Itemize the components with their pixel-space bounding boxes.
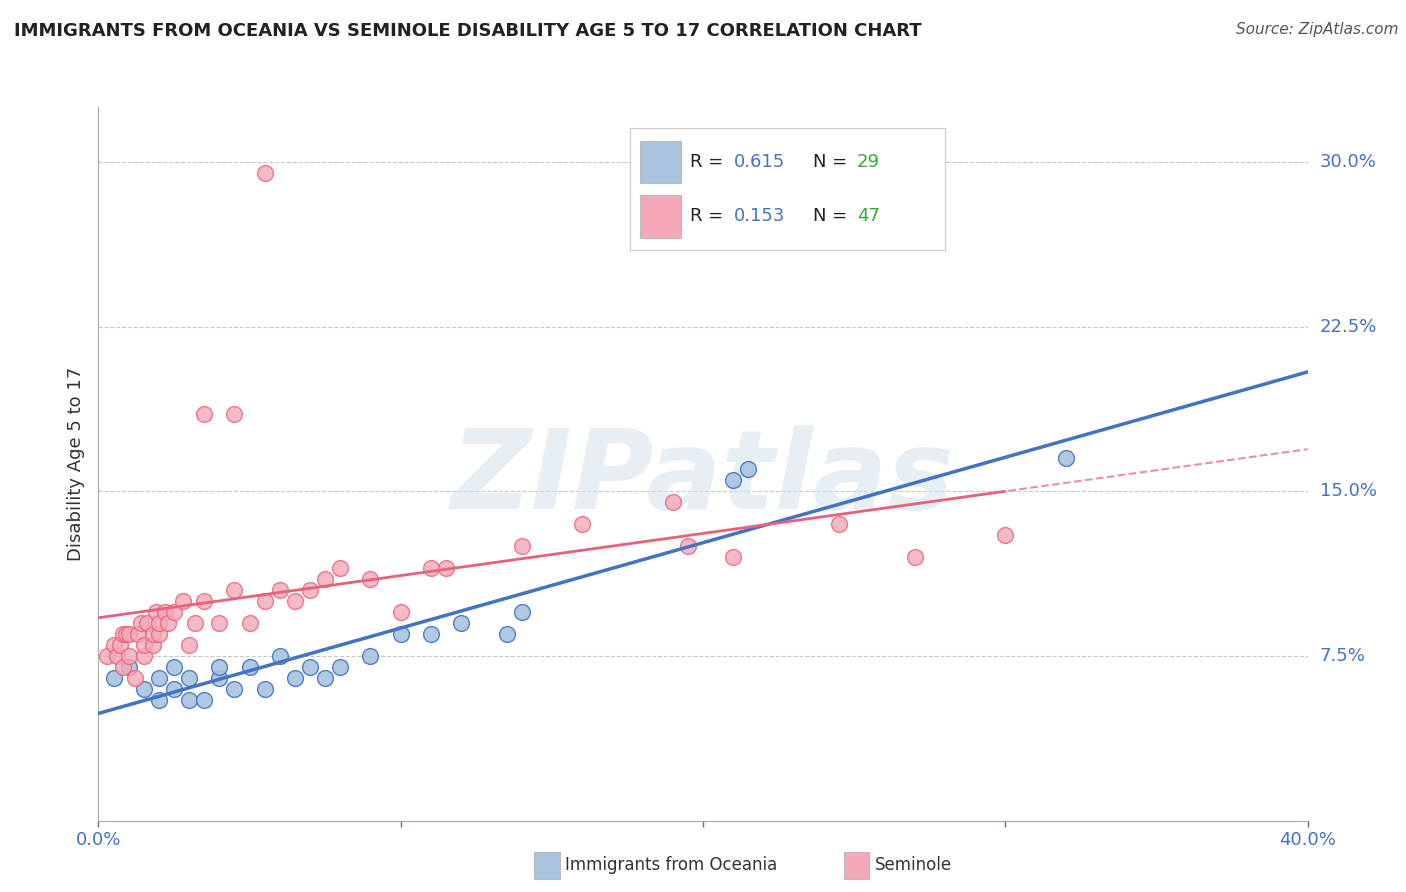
Point: [129, 615, 152, 630]
Point: [148, 671, 170, 685]
Point: [145, 605, 167, 619]
Point: [177, 693, 201, 707]
Point: [208, 671, 231, 685]
Point: [419, 561, 441, 575]
Point: [153, 605, 176, 619]
Text: Immigrants from Oceania: Immigrants from Oceania: [565, 856, 778, 874]
Point: [495, 627, 517, 641]
Point: [163, 681, 186, 696]
Point: [172, 594, 194, 608]
Point: [253, 681, 276, 696]
Point: [510, 539, 533, 553]
Point: [103, 671, 125, 685]
Point: [208, 615, 231, 630]
Point: [239, 660, 262, 674]
Point: [163, 660, 186, 674]
Text: Source: ZipAtlas.com: Source: ZipAtlas.com: [1236, 22, 1399, 37]
Point: [510, 605, 533, 619]
Point: [299, 583, 322, 598]
Point: [103, 638, 125, 652]
Point: [148, 615, 170, 630]
Point: [284, 594, 307, 608]
Text: ZIPatlas: ZIPatlas: [451, 425, 955, 532]
Point: [193, 594, 215, 608]
Point: [135, 615, 157, 630]
Point: [389, 605, 412, 619]
Point: [994, 528, 1017, 542]
Point: [118, 660, 141, 674]
Point: [193, 693, 215, 707]
Point: [224, 583, 246, 598]
Point: [721, 473, 744, 487]
Point: [148, 693, 170, 707]
Text: Seminole: Seminole: [875, 856, 952, 874]
Point: [661, 495, 683, 509]
Point: [127, 627, 149, 641]
Point: [132, 681, 155, 696]
Point: [142, 638, 165, 652]
Point: [269, 648, 291, 663]
Point: [132, 648, 155, 663]
Point: [124, 671, 146, 685]
Point: [284, 671, 307, 685]
Y-axis label: Disability Age 5 to 17: Disability Age 5 to 17: [66, 367, 84, 561]
Point: [239, 615, 262, 630]
Point: [224, 681, 246, 696]
Text: 15.0%: 15.0%: [1320, 483, 1376, 500]
Text: 7.5%: 7.5%: [1320, 647, 1365, 665]
Point: [132, 638, 155, 652]
Text: IMMIGRANTS FROM OCEANIA VS SEMINOLE DISABILITY AGE 5 TO 17 CORRELATION CHART: IMMIGRANTS FROM OCEANIA VS SEMINOLE DISA…: [14, 22, 922, 40]
Point: [329, 660, 352, 674]
Point: [269, 583, 291, 598]
Point: [163, 605, 186, 619]
Point: [571, 517, 593, 532]
Point: [450, 615, 472, 630]
Point: [737, 462, 759, 476]
Point: [108, 638, 131, 652]
Point: [253, 166, 276, 180]
Point: [1054, 451, 1077, 466]
Point: [105, 648, 128, 663]
Point: [676, 539, 699, 553]
Text: 30.0%: 30.0%: [1320, 153, 1376, 171]
Point: [904, 550, 927, 565]
Point: [177, 671, 201, 685]
Point: [434, 561, 457, 575]
Point: [148, 627, 170, 641]
Point: [118, 648, 141, 663]
Point: [142, 627, 165, 641]
Point: [114, 627, 136, 641]
Point: [156, 615, 179, 630]
Point: [96, 648, 118, 663]
Point: [389, 627, 412, 641]
Point: [721, 550, 744, 565]
Point: [111, 627, 134, 641]
Point: [314, 671, 336, 685]
Point: [329, 561, 352, 575]
Point: [111, 660, 134, 674]
Point: [828, 517, 851, 532]
Point: [177, 638, 201, 652]
Point: [299, 660, 322, 674]
Point: [208, 660, 231, 674]
Point: [184, 615, 207, 630]
Point: [118, 627, 141, 641]
Point: [360, 648, 382, 663]
Point: [360, 572, 382, 586]
Point: [224, 408, 246, 422]
Point: [419, 627, 441, 641]
Point: [314, 572, 336, 586]
Point: [193, 408, 215, 422]
Point: [253, 594, 276, 608]
Text: 22.5%: 22.5%: [1320, 318, 1376, 335]
